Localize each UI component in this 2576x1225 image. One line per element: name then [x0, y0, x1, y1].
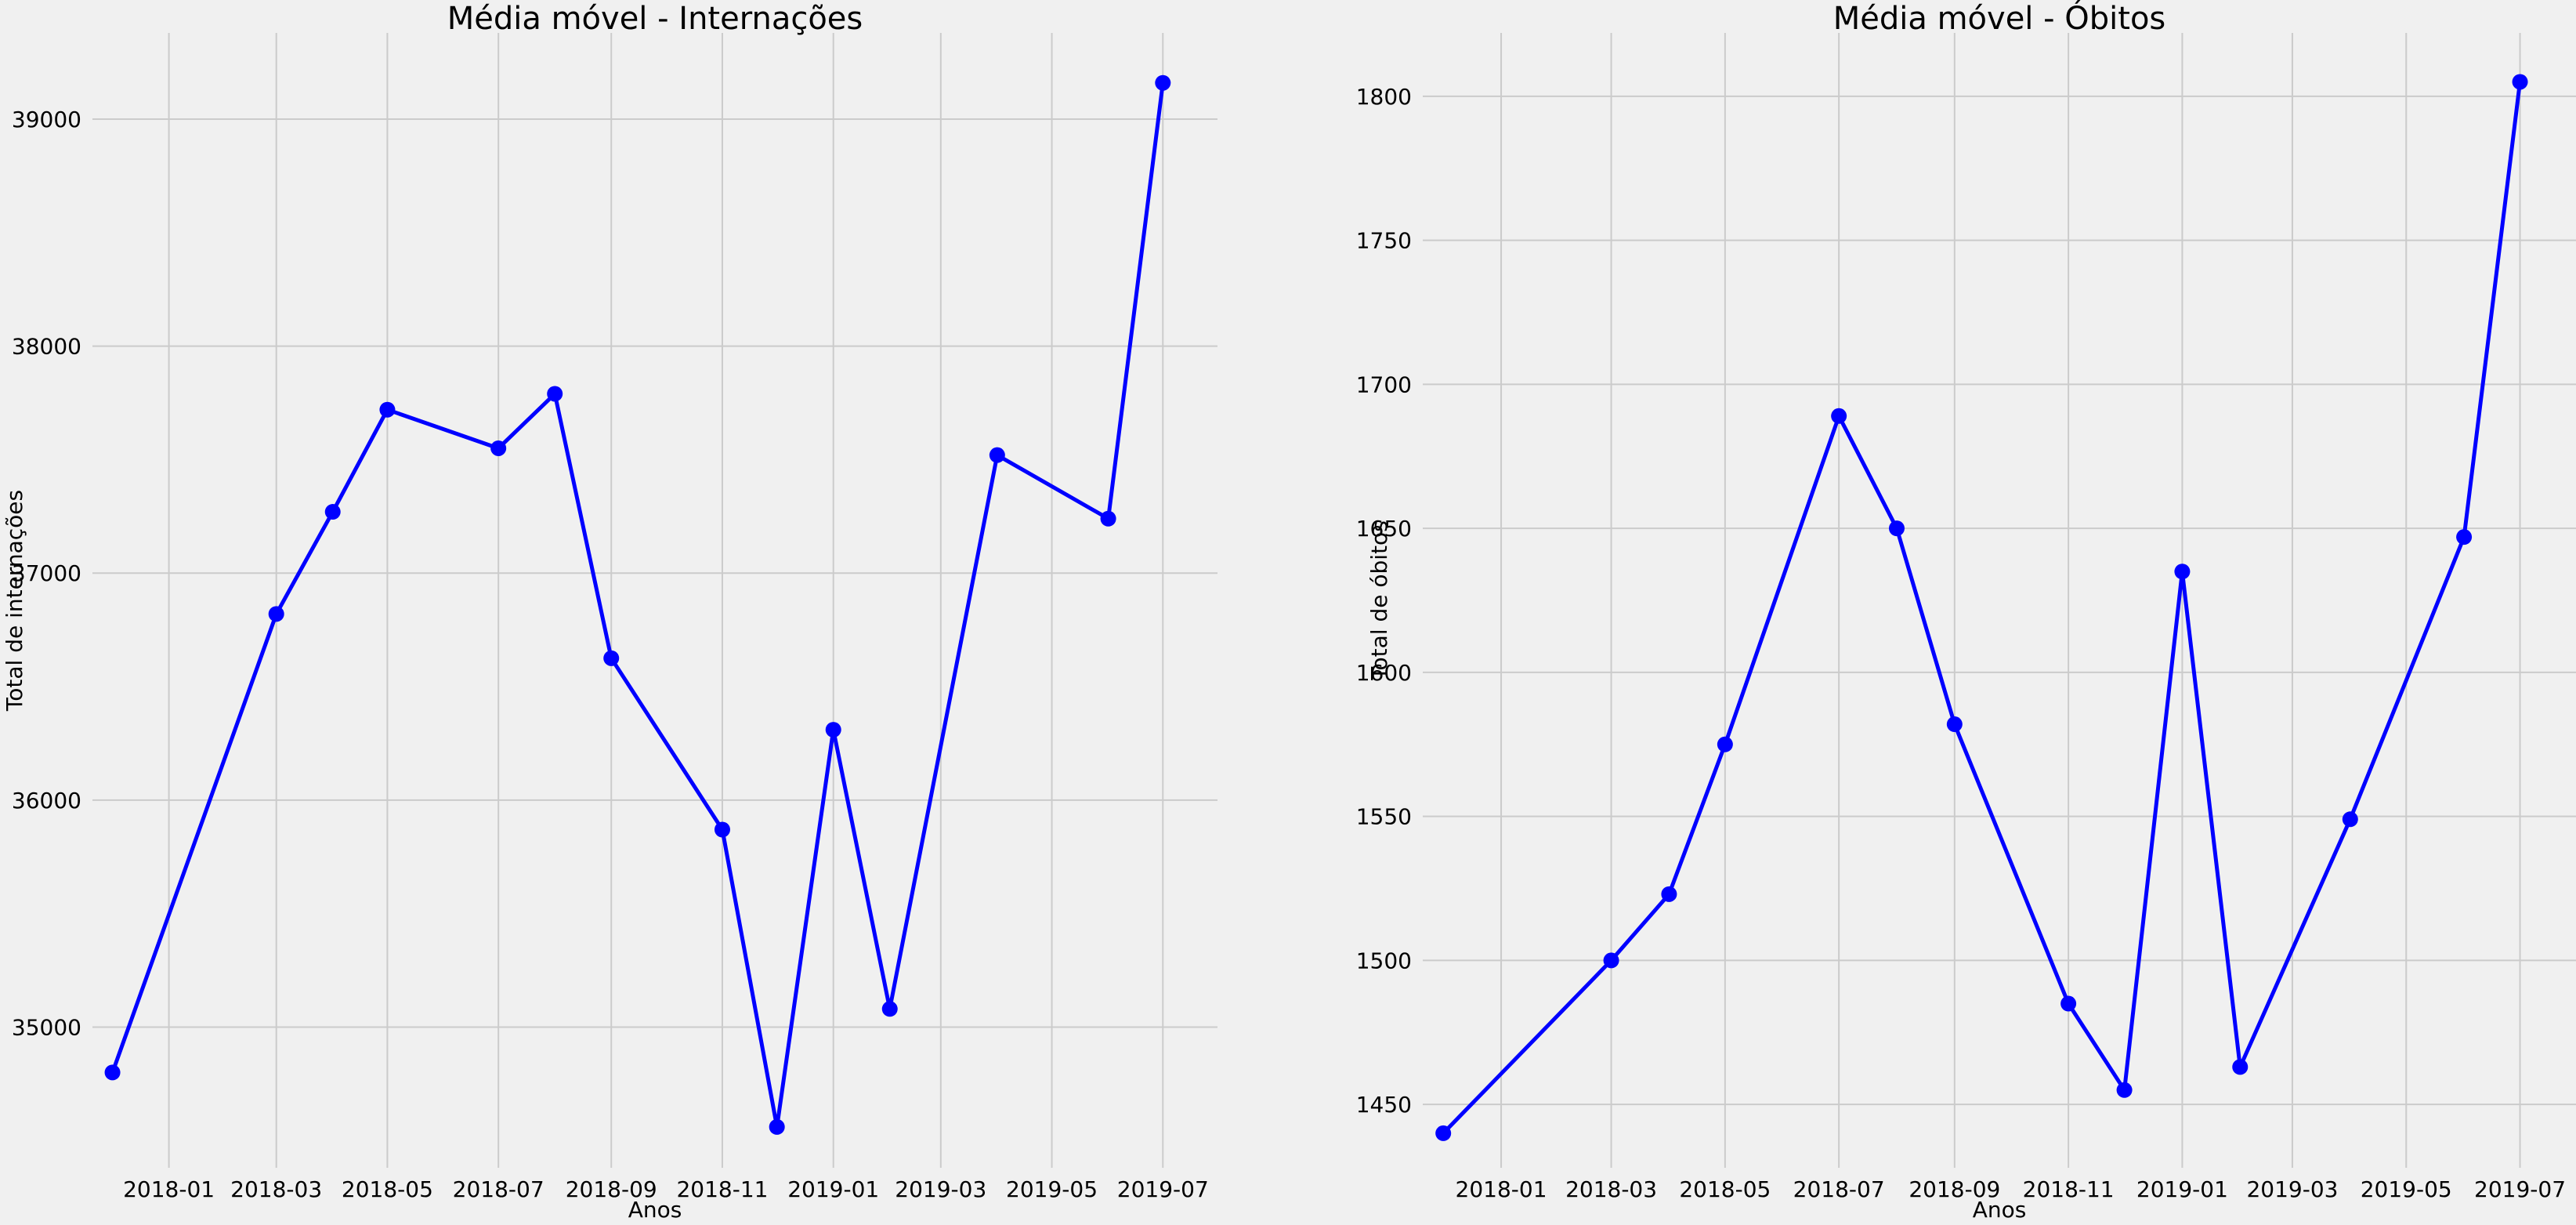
internacoes-data-point: [714, 821, 730, 838]
internacoes-data-point: [989, 447, 1005, 463]
internacoes-data-point: [769, 1118, 785, 1135]
internacoes-data-point: [547, 386, 563, 402]
internacoes-series-line: [110, 81, 1165, 1129]
internacoes-x-tick-label: 2018-09: [566, 1176, 657, 1202]
obitos-y-tick-label: 1600: [1356, 660, 1412, 686]
internacoes-y-tick-label: 35000: [12, 1014, 81, 1040]
obitos-y-tick-label: 1500: [1356, 948, 1412, 973]
obitos-x-tick-label: 2018-03: [1565, 1176, 1657, 1202]
internacoes-y-tick-label: 39000: [12, 107, 81, 132]
internacoes-y-tick-label: 36000: [12, 788, 81, 814]
obitos-y-tick-label: 1450: [1356, 1092, 1412, 1118]
internacoes-x-tick-label: 2019-07: [1117, 1176, 1209, 1202]
obitos-data-point: [2456, 529, 2473, 545]
obitos-y-tick-label: 1750: [1356, 228, 1412, 254]
internacoes-x-axis-label: Anos: [628, 1197, 682, 1223]
obitos-x-tick-label: 2018-01: [1456, 1176, 1547, 1202]
obitos-data-point: [1435, 1125, 1452, 1141]
obitos-chart-title: Média móvel - Óbitos: [1833, 0, 2166, 37]
internacoes-data-point: [1155, 74, 1171, 91]
internacoes-x-tick-label: 2019-05: [1006, 1176, 1098, 1202]
obitos-x-tick-label: 2019-07: [2474, 1176, 2566, 1202]
internacoes-y-tick-label: 38000: [12, 334, 81, 360]
internacoes-data-point: [881, 1001, 898, 1017]
obitos-data-point: [1831, 408, 1847, 424]
internacoes-data-point: [1100, 510, 1116, 527]
chart-internacoes: 2018-01 2018-03 2018-05 2018-07 2018-09 2018-…: [2, 1, 1217, 1223]
internacoes-x-tick-label: 2018-11: [676, 1176, 768, 1202]
internacoes-x-tick-label: 2019-01: [787, 1176, 879, 1202]
internacoes-x-tick-label: 2018-07: [453, 1176, 545, 1202]
obitos-x-tick-label: 2018-09: [1908, 1176, 2000, 1202]
obitos-x-tick-label: 2019-03: [2246, 1176, 2338, 1202]
obitos-y-tick-label: 1700: [1356, 371, 1412, 397]
internacoes-data-point: [825, 722, 841, 738]
internacoes-data-point: [603, 650, 620, 666]
internacoes-data-point: [104, 1064, 121, 1081]
obitos-data-point: [1888, 520, 1905, 537]
obitos-x-tick-label: 2018-07: [1793, 1176, 1885, 1202]
internacoes-data-point: [268, 606, 284, 622]
internacoes-y-axis-label: Total de internações: [2, 490, 27, 712]
obitos-y-tick-label: 1650: [1356, 516, 1412, 542]
obitos-series-line: [1441, 80, 2522, 1136]
internacoes-chart-title: Média móvel - Internações: [447, 1, 863, 37]
obitos-data-point: [2512, 74, 2528, 90]
obitos-data-point: [1661, 886, 1677, 902]
obitos-data-point: [2060, 995, 2077, 1012]
obitos-x-tick-label: 2018-05: [1679, 1176, 1771, 1202]
internacoes-data-point: [379, 401, 396, 418]
obitos-data-point: [1603, 952, 1619, 969]
internacoes-data-point: [324, 504, 341, 520]
obitos-data-point: [2342, 811, 2358, 828]
obitos-x-tick-label: 2018-11: [2023, 1176, 2115, 1202]
internacoes-y-tick-label: 37000: [12, 560, 81, 586]
chart-obitos: 2018-01 2018-03 2018-05 2018-07 2018-09 2018-…: [1356, 0, 2576, 1223]
obitos-y-axis-label: Total de óbitos: [1366, 520, 1392, 681]
obitos-data-point: [2174, 564, 2191, 580]
internacoes-x-tick-label: 2018-03: [230, 1176, 322, 1202]
obitos-y-tick-label: 1800: [1356, 84, 1412, 110]
internacoes-x-tick-label: 2018-05: [342, 1176, 433, 1202]
obitos-data-point: [2232, 1059, 2249, 1075]
obitos-data-point: [1717, 736, 1733, 752]
obitos-data-point: [1946, 716, 1963, 733]
obitos-y-tick-label: 1550: [1356, 804, 1412, 830]
obitos-data-point: [2116, 1082, 2133, 1098]
obitos-x-tick-label: 2019-05: [2361, 1176, 2452, 1202]
obitos-x-axis-label: Anos: [1973, 1197, 2027, 1223]
obitos-x-tick-label: 2019-01: [2136, 1176, 2228, 1202]
internacoes-x-tick-label: 2018-01: [123, 1176, 215, 1202]
internacoes-data-point: [490, 440, 507, 456]
internacoes-x-tick-label: 2019-03: [895, 1176, 986, 1202]
